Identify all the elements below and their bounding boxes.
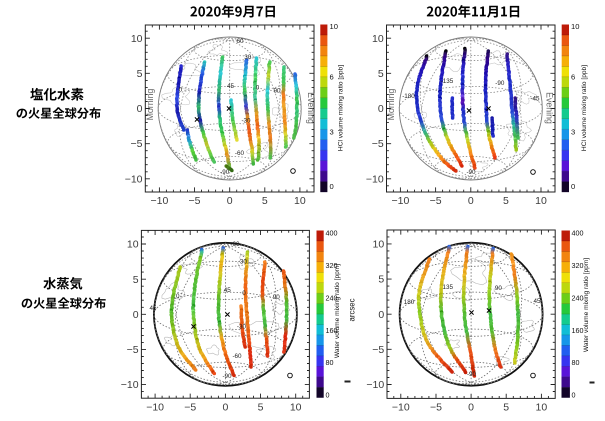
- svg-text:10: 10: [131, 33, 143, 45]
- svg-text:240: 240: [326, 293, 338, 302]
- svg-text:320: 320: [326, 261, 338, 270]
- svg-text:10: 10: [330, 22, 338, 31]
- svg-text:5: 5: [137, 68, 143, 80]
- svg-text:-45: -45: [530, 96, 540, 103]
- svg-text:0: 0: [326, 391, 330, 400]
- svg-text:5: 5: [378, 68, 384, 80]
- svg-text:240: 240: [572, 293, 584, 302]
- svg-text:0: 0: [176, 293, 180, 300]
- svg-text:−10: −10: [150, 195, 168, 207]
- svg-text:10: 10: [535, 195, 547, 207]
- svg-text:Water volume mixing ratio [ppm: Water volume mixing ratio [ppm]: [334, 264, 341, 358]
- svg-text:180: 180: [404, 299, 415, 306]
- svg-text:60: 60: [236, 38, 244, 45]
- svg-text:Water volume mixing ratio [ppm: Water volume mixing ratio [ppm]: [583, 258, 590, 352]
- svg-text:arcsec: arcsec: [348, 298, 357, 321]
- svg-text:−10: −10: [125, 173, 143, 185]
- svg-text:90: 90: [273, 294, 281, 301]
- svg-text:5: 5: [503, 401, 509, 413]
- svg-text:80: 80: [326, 358, 334, 367]
- svg-text:60: 60: [232, 241, 240, 248]
- svg-text:0: 0: [133, 309, 139, 321]
- svg-text:90: 90: [495, 285, 503, 292]
- svg-text:-180: -180: [402, 93, 415, 100]
- svg-text:−10: −10: [366, 379, 384, 391]
- svg-text:90: 90: [273, 88, 281, 95]
- svg-text:−10: −10: [392, 401, 410, 413]
- svg-text:5: 5: [262, 195, 268, 207]
- svg-text:−5: −5: [189, 195, 201, 207]
- svg-text:−10: −10: [391, 195, 409, 207]
- svg-text:3: 3: [571, 127, 575, 136]
- svg-text:135: 135: [443, 284, 454, 291]
- svg-text:-90: -90: [495, 80, 505, 87]
- svg-text:5: 5: [258, 401, 264, 413]
- svg-text:−5: −5: [127, 344, 139, 356]
- svg-text:45: 45: [149, 305, 157, 312]
- svg-text:−5: −5: [131, 138, 143, 150]
- svg-text:5: 5: [133, 274, 139, 286]
- svg-text:0: 0: [572, 391, 576, 400]
- svg-text:10: 10: [536, 401, 548, 413]
- svg-text:-30: -30: [241, 118, 251, 125]
- svg-text:3: 3: [330, 127, 334, 136]
- svg-text:45: 45: [224, 287, 232, 294]
- svg-text:30: 30: [240, 259, 248, 266]
- svg-text:0: 0: [378, 103, 384, 115]
- svg-text:10: 10: [294, 195, 306, 207]
- svg-text:0: 0: [242, 290, 246, 297]
- svg-text:Evening: Evening: [545, 92, 555, 124]
- svg-text:−5: −5: [430, 401, 442, 413]
- svg-text:10: 10: [571, 22, 579, 31]
- svg-text:−10: −10: [146, 401, 164, 413]
- svg-text:Morning: Morning: [386, 89, 396, 121]
- svg-text:-30: -30: [237, 324, 247, 331]
- svg-text:HCl volume mixing ratio [ppb]: HCl volume mixing ratio [ppb]: [581, 65, 588, 151]
- svg-text:30: 30: [244, 54, 252, 61]
- svg-text:-135: -135: [441, 78, 454, 85]
- svg-text:80: 80: [572, 358, 580, 367]
- svg-text:0: 0: [571, 182, 575, 191]
- svg-text:6: 6: [330, 72, 334, 81]
- svg-text:−5: −5: [372, 138, 384, 150]
- svg-text:0: 0: [179, 87, 183, 94]
- svg-text:−5: −5: [184, 401, 196, 413]
- svg-text:−10: −10: [366, 173, 384, 185]
- svg-text:0: 0: [256, 85, 260, 92]
- svg-text:-60: -60: [235, 150, 245, 157]
- svg-text:Evening: Evening: [306, 92, 316, 124]
- svg-text:400: 400: [326, 229, 338, 238]
- svg-text:−5: −5: [430, 195, 442, 207]
- svg-text:45: 45: [227, 83, 235, 90]
- svg-text:0: 0: [378, 309, 384, 321]
- svg-text:−10: −10: [121, 379, 139, 391]
- svg-text:HCl volume mixing ratio [ppb]: HCl volume mixing ratio [ppb]: [338, 65, 345, 151]
- svg-text:0: 0: [137, 103, 143, 115]
- svg-text:400: 400: [572, 229, 584, 238]
- svg-text:Morning: Morning: [145, 89, 155, 121]
- svg-text:5: 5: [378, 274, 384, 286]
- svg-text:−5: −5: [372, 344, 384, 356]
- svg-text:0: 0: [330, 182, 334, 191]
- svg-text:5: 5: [503, 195, 509, 207]
- svg-text:320: 320: [572, 261, 584, 270]
- svg-text:-90: -90: [467, 371, 477, 378]
- svg-text:0: 0: [468, 401, 474, 413]
- svg-text:45: 45: [533, 298, 541, 305]
- svg-text:10: 10: [290, 401, 302, 413]
- svg-text:-90: -90: [222, 373, 232, 380]
- svg-text:160: 160: [572, 326, 584, 335]
- svg-text:-90: -90: [466, 169, 476, 176]
- svg-text:10: 10: [373, 239, 385, 251]
- svg-text:-60: -60: [232, 353, 242, 360]
- svg-text:-90: -90: [220, 169, 230, 176]
- svg-text:0: 0: [468, 195, 474, 207]
- svg-text:0: 0: [222, 401, 228, 413]
- svg-text:0: 0: [227, 195, 233, 207]
- svg-text:10: 10: [127, 239, 139, 251]
- svg-text:6: 6: [571, 72, 575, 81]
- svg-text:10: 10: [372, 33, 384, 45]
- svg-text:160: 160: [326, 326, 338, 335]
